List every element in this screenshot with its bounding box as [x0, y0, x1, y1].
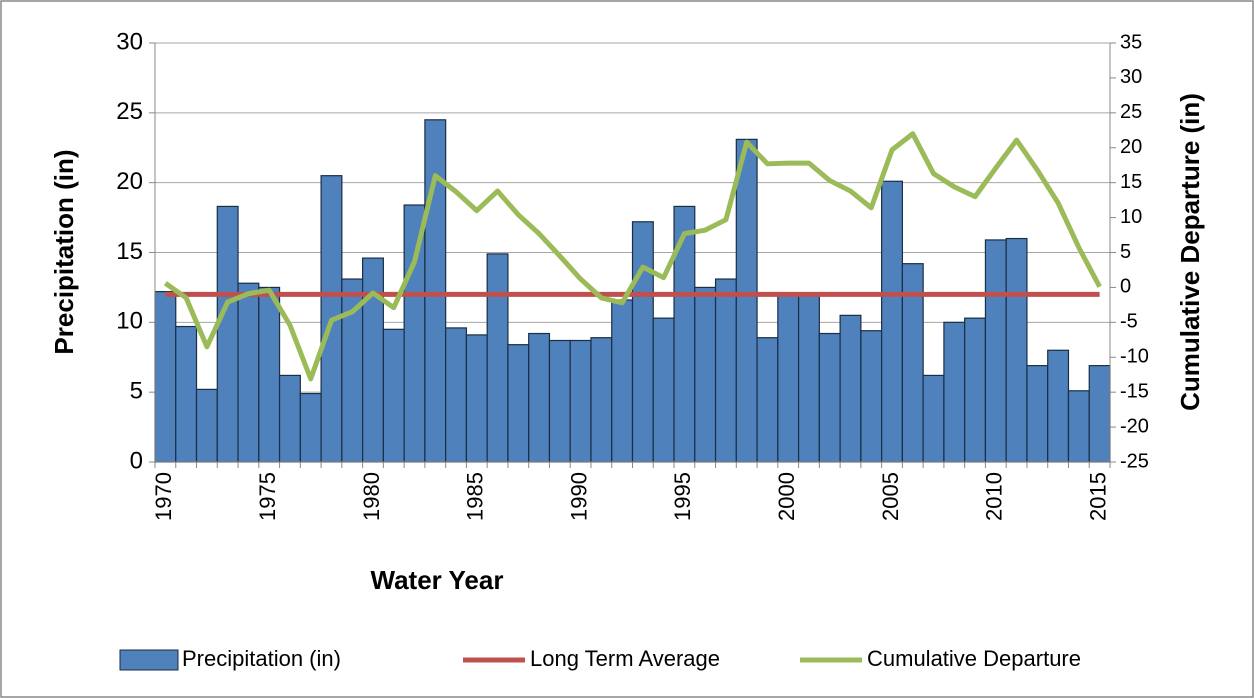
- bar: [299, 392, 322, 463]
- y-tick-label: 20: [116, 168, 143, 195]
- bar: [1067, 390, 1090, 463]
- bar: [548, 339, 571, 463]
- bar: [507, 344, 530, 463]
- bar: [362, 257, 384, 463]
- bar: [1088, 365, 1111, 463]
- y2-tick-label: 10: [1120, 206, 1142, 228]
- x-tick-label: 2005: [878, 472, 903, 521]
- y-tick-label: 30: [116, 28, 143, 55]
- bar: [631, 221, 654, 463]
- bar: [237, 282, 260, 463]
- bar: [258, 286, 281, 463]
- legend-swatch: [119, 649, 179, 671]
- y2-axis-title: Cumulative Departure (in): [1175, 93, 1205, 411]
- bar: [984, 239, 1007, 463]
- x-axis-title: Water Year: [371, 565, 504, 595]
- x-tick-label: 1980: [359, 472, 384, 521]
- x-tick-label: 1975: [255, 472, 280, 521]
- bar: [195, 388, 218, 463]
- y2-tick-label: 25: [1120, 101, 1142, 123]
- bar: [611, 299, 634, 463]
- bar: [175, 325, 198, 463]
- legend-label: Cumulative Departure: [867, 646, 1081, 671]
- bar: [1047, 349, 1070, 463]
- y2-tick-label: -5: [1120, 311, 1138, 333]
- y2-tick-label: 30: [1120, 66, 1142, 88]
- bar: [818, 332, 841, 463]
- bar: [216, 205, 239, 463]
- bar: [1026, 365, 1049, 463]
- y2-tick-label: -15: [1120, 380, 1149, 402]
- bar: [756, 337, 779, 463]
- bar: [403, 204, 426, 463]
- bar: [922, 374, 945, 463]
- x-tick-label: 1995: [670, 472, 695, 521]
- line: [163, 131, 1102, 382]
- y2-tick-label: 35: [1120, 31, 1142, 53]
- bar: [445, 327, 468, 463]
- x-tick-label: 2010: [982, 472, 1007, 521]
- legend-label: Long Term Average: [530, 646, 720, 671]
- bar: [154, 291, 177, 463]
- x-tick-label: 2000: [774, 472, 799, 521]
- bar: [943, 321, 966, 463]
- bar: [777, 293, 800, 463]
- x-tick-label: 1970: [151, 472, 176, 521]
- bar: [797, 293, 820, 463]
- bar: [486, 253, 509, 463]
- bar: [860, 330, 883, 463]
- y-tick-label: 0: [130, 447, 143, 474]
- bar: [465, 334, 488, 463]
- x-tick-label: 2015: [1085, 472, 1110, 521]
- y-tick-label: 10: [116, 308, 143, 335]
- y2-tick-label: 0: [1120, 276, 1131, 298]
- x-tick-label: 1990: [566, 472, 591, 521]
- y-axis-title: Precipitation (in): [49, 149, 79, 354]
- bar: [1005, 237, 1028, 463]
- y-tick-label: 25: [116, 98, 143, 125]
- y2-tick-label: -10: [1120, 346, 1149, 368]
- y2-tick-label: 20: [1120, 136, 1142, 158]
- bar: [278, 374, 301, 463]
- bar: [735, 138, 758, 463]
- y2-tick-label: -20: [1120, 415, 1149, 437]
- bar: [528, 332, 551, 463]
- y2-tick-label: 5: [1120, 241, 1131, 263]
- bar: [714, 278, 737, 463]
- bar: [569, 339, 592, 463]
- y-tick-label: 5: [130, 378, 143, 405]
- bar: [382, 328, 405, 463]
- bar: [652, 317, 675, 463]
- y-tick-label: 15: [116, 238, 143, 265]
- bar: [881, 180, 903, 463]
- y2-tick-label: 15: [1120, 171, 1142, 193]
- bar: [839, 314, 862, 463]
- legend-label: Precipitation (in): [182, 646, 341, 671]
- bar: [694, 286, 717, 463]
- y2-tick-label: -25: [1120, 450, 1149, 472]
- bar: [590, 337, 613, 463]
- bar: [964, 317, 987, 463]
- x-tick-label: 1985: [463, 472, 488, 521]
- bar: [424, 119, 447, 463]
